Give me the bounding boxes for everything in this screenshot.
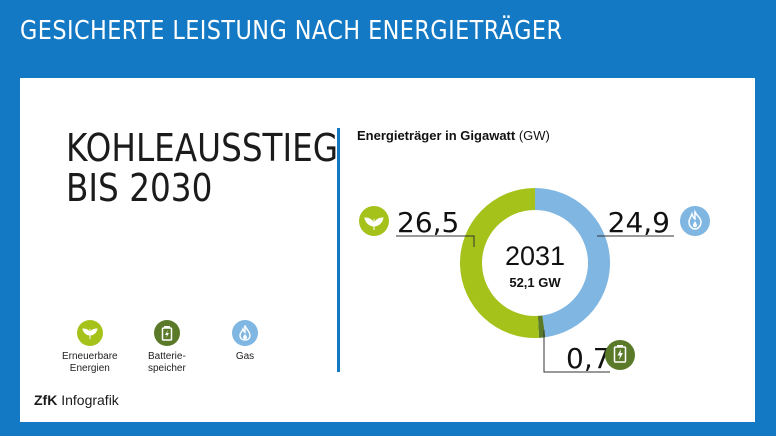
leaf-icon (359, 206, 389, 236)
slice-battery (537, 315, 546, 338)
flame-icon (680, 206, 710, 236)
main-heading-line-2: BIS 2030 (66, 166, 213, 210)
legend-item-battery: Batterie- speicher (148, 320, 186, 375)
center-year: 2031 (505, 241, 565, 271)
vertical-divider (337, 128, 340, 372)
legend-item-gas: Gas (232, 320, 258, 363)
chart-title: Energieträger in Gigawatt (357, 128, 516, 143)
brand-logo: ZfK Infografik (34, 392, 119, 408)
data-label-gas: 24,9 (608, 206, 670, 239)
legend-label: Gas (235, 351, 255, 362)
slice-gas (535, 188, 611, 338)
battery-icon (153, 320, 180, 346)
legend-label: Erneuerbare Energien (62, 351, 118, 374)
center-total: 52,1 GW (509, 275, 561, 290)
donut-hole (498, 226, 572, 300)
leader-line-battery (543, 330, 610, 373)
brand-text: Infografik (61, 392, 119, 408)
leaf-icon (76, 320, 103, 346)
legend-label: Batterie- speicher (148, 351, 186, 374)
legend-item-renewables: Erneuerbare Energien (62, 320, 118, 375)
main-heading: KOHLEAUSSTIEG BIS 2030 (66, 128, 338, 208)
chart-unit: (GW) (518, 128, 550, 143)
leader-line-renewables (396, 235, 475, 247)
data-label-battery: 0,7 (566, 342, 611, 375)
flame-icon (232, 320, 258, 346)
content-panel (20, 78, 755, 422)
page-title: GESICHERTE LEISTUNG NACH ENERGIETRÄGER (20, 16, 563, 46)
brand-mark: ZfK (34, 392, 58, 408)
main-heading-line-1: KOHLEAUSSTIEG (66, 126, 339, 170)
chart-heading: Energieträger in Gigawatt (GW) (357, 128, 550, 143)
slice-renewables (460, 188, 540, 338)
battery-icon (605, 340, 635, 370)
data-label-renewables: 26,5 (397, 206, 459, 239)
